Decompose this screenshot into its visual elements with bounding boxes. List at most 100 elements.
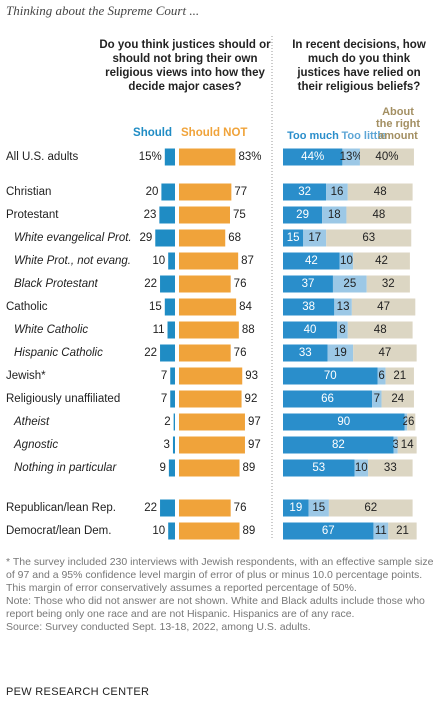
bar-segment (283, 321, 337, 339)
category-label: Agnostic (13, 439, 58, 451)
bar-segment (385, 367, 414, 385)
value-label: 75 (233, 209, 246, 221)
value-label: 32 (298, 186, 311, 198)
bar (172, 436, 175, 454)
value-label: 77 (234, 186, 247, 198)
value-label: 84 (239, 301, 252, 313)
bar-segment (368, 459, 413, 477)
value-label: 42 (305, 255, 318, 267)
bar (179, 413, 245, 431)
bar-segment (337, 321, 348, 339)
bar (167, 321, 175, 339)
legend-label: Too much (287, 130, 339, 142)
bar-segment (283, 229, 304, 247)
bar-segment (342, 148, 360, 166)
value-label: 10 (152, 525, 165, 537)
value-label: 8 (339, 324, 345, 336)
bar (161, 183, 175, 201)
bar (170, 367, 175, 385)
value-label: 19 (289, 502, 302, 514)
bar-segment (283, 522, 374, 540)
bar (170, 390, 175, 408)
value-label: 10 (355, 462, 368, 474)
bar (179, 183, 232, 201)
value-label: 47 (377, 301, 390, 313)
value-label: 76 (234, 502, 247, 514)
bar (164, 298, 175, 316)
bar (179, 275, 231, 293)
category-label: White Catholic (14, 324, 88, 336)
value-label: 15 (149, 301, 162, 313)
value-label: 13% (340, 151, 363, 163)
bar-segment (346, 206, 412, 224)
value-label: 17 (308, 232, 321, 244)
bar (168, 252, 175, 270)
bar-segment (326, 229, 412, 247)
value-label: 11 (153, 324, 165, 336)
bar-segment (407, 413, 416, 431)
bar-segment (326, 183, 348, 201)
value-label: 15 (287, 232, 300, 244)
bar-segment (381, 390, 414, 408)
panel-title: In recent decisions, how much do you thi… (292, 39, 426, 93)
value-label: 2 (164, 416, 170, 428)
value-label: 32 (382, 278, 395, 290)
value-label: 83% (238, 151, 261, 163)
bar-segment (283, 390, 373, 408)
value-label: 42 (375, 255, 388, 267)
bar-segment (283, 436, 394, 454)
bar-segment (339, 252, 354, 270)
value-label: 19 (334, 347, 347, 359)
notes: * The survey included 230 interviews wit… (6, 556, 434, 634)
category-label: Catholic (6, 301, 48, 313)
legend-label: Should (133, 127, 172, 139)
category-label: Black Protestant (14, 278, 99, 290)
bar (179, 436, 245, 454)
value-label: 38 (302, 301, 315, 313)
category-label: Religiously unaffiliated (6, 393, 120, 405)
value-label: 97 (248, 439, 261, 451)
value-label: 6 (378, 370, 384, 382)
category-label: Republican/lean Rep. (6, 502, 116, 514)
value-label: 48 (374, 324, 387, 336)
bar-segment (283, 206, 323, 224)
legend-label: About the right amount (376, 106, 420, 142)
bar-segment (283, 459, 355, 477)
value-label: 9 (159, 462, 165, 474)
category-label: Jewish* (6, 370, 46, 382)
value-label: 70 (324, 370, 337, 382)
bar-segment (393, 436, 398, 454)
value-label: 48 (374, 186, 387, 198)
bar-segment (351, 298, 416, 316)
value-label: 25 (343, 278, 356, 290)
bar-segment (388, 522, 417, 540)
value-label: 62 (364, 502, 377, 514)
value-label: 53 (312, 462, 325, 474)
value-label: 22 (144, 278, 157, 290)
panel-title: Do you think justices should or should n… (99, 39, 271, 93)
value-label: 97 (248, 416, 261, 428)
value-label: 88 (242, 324, 255, 336)
bar (159, 206, 175, 224)
category-label: Christian (6, 186, 51, 198)
bar-segment (347, 183, 413, 201)
bar-segment (308, 499, 329, 517)
bar-segment (283, 252, 340, 270)
category-label: Atheist (13, 416, 50, 428)
bar (179, 298, 237, 316)
value-label: 89 (243, 462, 256, 474)
bar (179, 367, 243, 385)
value-label: 7 (161, 370, 167, 382)
value-label: 16 (331, 186, 344, 198)
bar-segment (353, 252, 410, 270)
bar (179, 390, 242, 408)
value-label: 44% (301, 151, 324, 163)
bar (179, 344, 231, 362)
note: * The survey included 230 interviews wit… (6, 556, 434, 594)
bar-segment (283, 298, 335, 316)
bar (179, 252, 239, 270)
bar-segment (372, 390, 382, 408)
organization: PEW RESEARCH CENTER (6, 686, 150, 698)
bar-segment (283, 183, 327, 201)
